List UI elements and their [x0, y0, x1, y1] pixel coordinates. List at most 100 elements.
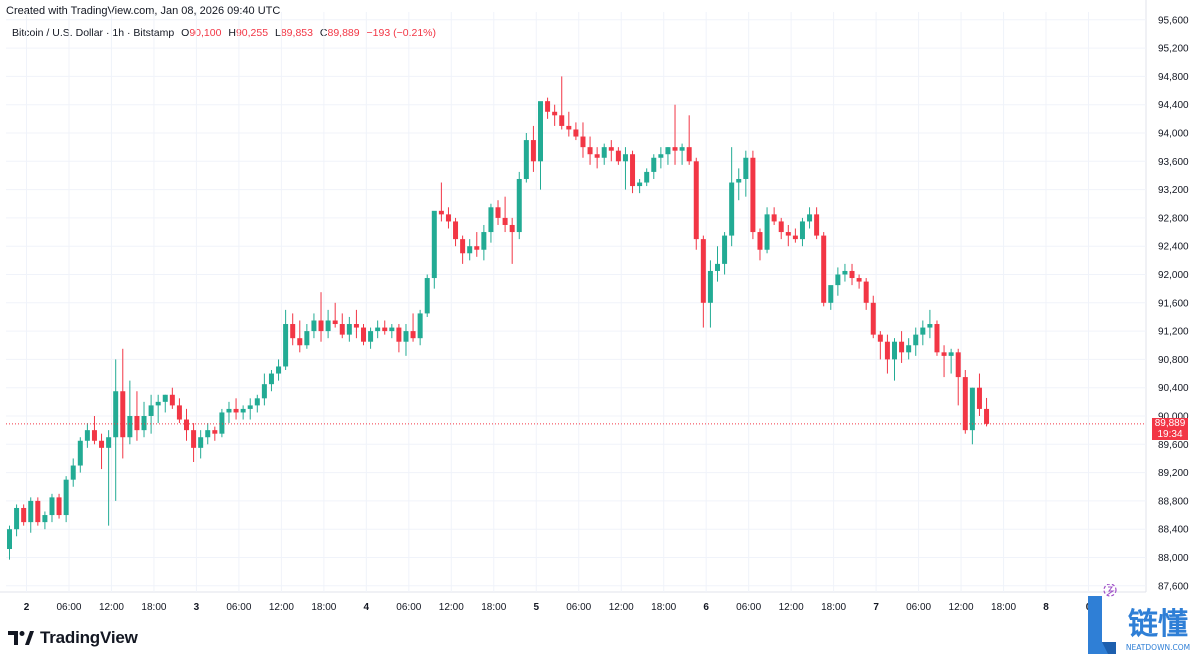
candle-body	[877, 334, 883, 342]
candle	[821, 232, 827, 307]
candle-body	[169, 394, 175, 406]
x-tick-label: 6	[703, 602, 709, 613]
y-tick-label: 95,200	[1158, 44, 1189, 55]
candle-body	[849, 270, 855, 279]
y-tick-label: 88,000	[1158, 553, 1189, 564]
candle-body	[162, 394, 168, 402]
last-price-value: 89,889	[1154, 418, 1186, 429]
candle	[396, 324, 402, 353]
candle-body	[913, 334, 919, 346]
x-tick-label: 4	[364, 602, 370, 613]
candle	[807, 207, 813, 229]
x-tick-label: 8	[1043, 602, 1049, 613]
candle	[268, 370, 274, 392]
candle	[778, 217, 784, 240]
candle-body	[962, 377, 968, 431]
candle	[304, 324, 310, 349]
candle	[120, 348, 126, 459]
candle-body	[715, 263, 720, 271]
candle-body	[318, 320, 324, 332]
watermark-en-text: NEATDOWN.COM	[1126, 643, 1190, 652]
candle-body	[906, 345, 912, 353]
candle	[368, 327, 374, 349]
candle-body	[113, 391, 119, 438]
candle-body	[28, 500, 34, 523]
x-tick-label: 06:00	[906, 602, 931, 613]
candle-body	[587, 147, 593, 155]
candle-body	[21, 507, 27, 523]
candle	[382, 320, 388, 335]
candle	[538, 101, 543, 190]
y-tick-label: 94,400	[1158, 100, 1189, 111]
candle-body	[566, 125, 572, 130]
candle-body	[927, 324, 933, 328]
candle-body	[431, 210, 437, 279]
candle	[948, 348, 954, 374]
y-tick-label: 88,800	[1158, 496, 1189, 507]
candle-body	[389, 327, 395, 332]
candle	[353, 309, 359, 339]
candle-body	[240, 408, 246, 413]
symbol-label[interactable]: Bitcoin / U.S. Dollar · 1h · Bitstamp	[12, 27, 175, 39]
candle	[127, 380, 133, 445]
candle-body	[615, 150, 621, 162]
candle-body	[438, 210, 444, 215]
candle	[56, 493, 62, 519]
x-tick-label: 06:00	[56, 602, 81, 613]
x-tick-label: 18:00	[651, 602, 676, 613]
candle-body	[821, 235, 827, 303]
candle	[899, 331, 905, 363]
candle-body	[842, 270, 848, 275]
candle	[70, 458, 76, 487]
low-value: 89,853	[280, 27, 313, 39]
candle	[481, 224, 487, 261]
candle	[530, 125, 536, 172]
candle	[545, 97, 551, 119]
candle	[424, 274, 430, 317]
candle-body	[693, 161, 699, 240]
candle	[91, 416, 97, 445]
x-tick-label: 12:00	[609, 602, 634, 613]
candle-body	[261, 384, 267, 399]
candle	[42, 511, 48, 530]
candle-body	[417, 313, 423, 339]
candle-body	[467, 246, 473, 254]
candle	[226, 401, 232, 424]
candle	[219, 408, 225, 438]
candle	[134, 391, 140, 441]
x-tick-label: 18:00	[481, 602, 506, 613]
candle-body	[403, 331, 409, 342]
candle-body	[863, 281, 869, 303]
x-tick-label: 06:00	[396, 602, 421, 613]
candle	[984, 397, 990, 427]
candle	[169, 387, 175, 409]
candle	[431, 210, 437, 289]
candle-body	[35, 500, 41, 523]
candle-body	[948, 352, 954, 356]
candle-body	[771, 214, 777, 222]
candle	[573, 122, 579, 141]
x-tick-label: 18:00	[991, 602, 1016, 613]
candle-body	[934, 324, 940, 353]
candle-body	[191, 430, 197, 448]
candle	[375, 320, 381, 339]
candle-body	[7, 529, 12, 550]
candle-body	[226, 408, 232, 413]
candle-body	[502, 217, 508, 225]
candle-body	[530, 140, 536, 162]
candle-body	[474, 246, 480, 250]
candle-body	[70, 465, 76, 480]
candle	[856, 274, 862, 289]
candle	[403, 324, 409, 356]
candle-body	[368, 331, 374, 342]
tradingview-brand[interactable]: TradingView	[8, 628, 138, 648]
candle	[715, 246, 720, 282]
candle-body	[920, 327, 926, 335]
candle-body	[828, 285, 834, 303]
candle-body	[63, 479, 69, 516]
candle	[906, 338, 912, 360]
candle	[453, 217, 459, 247]
candle-body	[254, 398, 260, 406]
candle-body	[424, 278, 430, 314]
